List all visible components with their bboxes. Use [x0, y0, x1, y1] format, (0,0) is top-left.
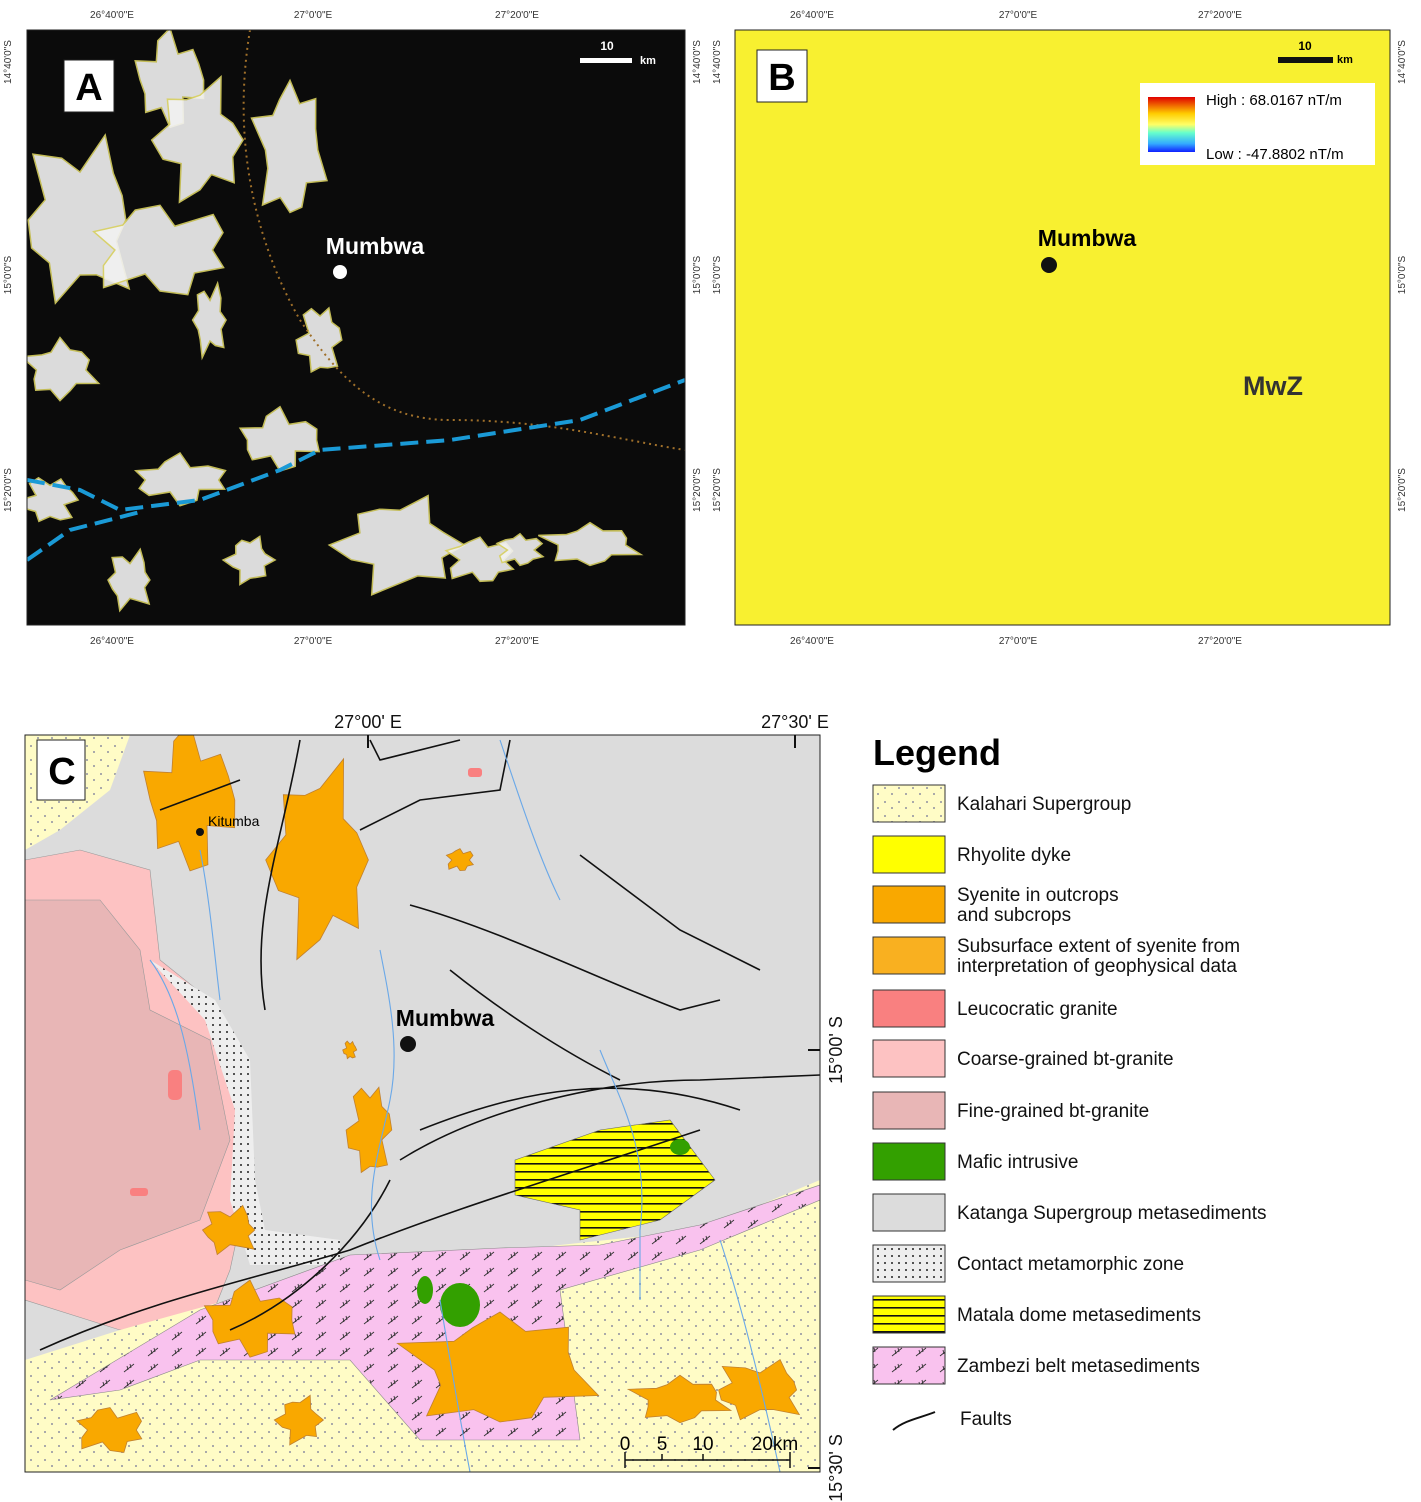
- legend-swatch: [873, 937, 945, 974]
- leucocratic-granite: [468, 768, 482, 777]
- legend-label: Leucocratic granite: [957, 999, 1118, 1020]
- panel-label: C: [48, 751, 75, 793]
- town: [1041, 257, 1057, 273]
- legend-label: Fine-grained bt-granite: [957, 1101, 1149, 1122]
- legend-swatch: [873, 1245, 945, 1282]
- y-tick-label: 15°20'0"S: [3, 468, 14, 512]
- legend-swatch: [873, 1143, 945, 1180]
- scale-bar: [580, 58, 632, 63]
- scale-unit: km: [1337, 54, 1353, 66]
- legend-swatch: [873, 1040, 945, 1077]
- x-tick-label: 27°30' E: [761, 712, 829, 732]
- ramp-high: High : 68.0167 nT/m: [1206, 92, 1342, 109]
- town: [400, 1036, 416, 1052]
- x-tick-label: 26°40'0"E: [90, 636, 134, 647]
- legend-label: Katanga Supergroup metasediments: [957, 1203, 1266, 1224]
- place-label: Mumbwa: [396, 1005, 495, 1031]
- place-label: Mumbwa: [326, 233, 425, 259]
- zone-label: MwZ: [1243, 371, 1303, 401]
- x-tick-label: 27°00' E: [334, 712, 402, 732]
- legend-title: Legend: [873, 732, 1001, 773]
- town: [196, 828, 204, 836]
- mafic-intrusive: [670, 1139, 690, 1155]
- legend-swatch: [873, 1296, 945, 1333]
- x-tick-label: 27°0'0"E: [294, 10, 333, 21]
- leucocratic-granite: [168, 1070, 182, 1100]
- legend-label: Contact metamorphic zone: [957, 1254, 1184, 1275]
- legend-swatch: [873, 785, 945, 822]
- legend-swatch: [873, 1092, 945, 1129]
- legend-label: Mafic intrusive: [957, 1152, 1078, 1173]
- figure: 26°40'0"E 26°40'0"E 27°0'0"E 27°0'0"E 27°20'…: [0, 0, 1421, 1502]
- legend-label: Subsurface extent of syenite from: [957, 936, 1240, 957]
- legend-label: Zambezi belt metasediments: [957, 1356, 1200, 1377]
- legend-label: Kalahari Supergroup: [957, 794, 1131, 815]
- x-tick-label: 27°20'0"E: [1198, 636, 1242, 647]
- x-tick-label: 27°20'0"E: [1198, 10, 1242, 21]
- y-tick-label: 15°20'0"S: [692, 468, 703, 512]
- y-tick-label: 15°00' S: [826, 1016, 846, 1084]
- panel-label: B: [768, 57, 795, 99]
- legend-label: Matala dome metasediments: [957, 1305, 1201, 1326]
- y-tick-label: 15°0'0"S: [3, 255, 14, 294]
- y-tick-label: 14°40'0"S: [712, 40, 723, 84]
- x-tick-label: 27°20'0"E: [495, 10, 539, 21]
- y-tick-label: 14°40'0"S: [3, 40, 14, 84]
- place-label: Kitumba: [208, 813, 260, 829]
- color-ramp: [1148, 97, 1195, 152]
- legend-fault-symbol: [893, 1412, 935, 1430]
- scale-label: 0: [620, 1434, 631, 1455]
- scale-label: 5: [657, 1434, 668, 1455]
- legend-swatch: [873, 990, 945, 1027]
- x-tick-label: 27°0'0"E: [999, 10, 1038, 21]
- x-tick-label: 27°0'0"E: [294, 636, 333, 647]
- x-tick-label: 27°0'0"E: [999, 636, 1038, 647]
- scale-bar: [1278, 57, 1333, 63]
- x-tick-label: 27°20'0"E: [495, 636, 539, 647]
- x-tick-label: 26°40'0"E: [90, 10, 134, 21]
- y-tick-label: 15°0'0"S: [692, 255, 703, 294]
- legend-label: Syenite in outcrops: [957, 885, 1119, 906]
- legend-swatch: [873, 836, 945, 873]
- legend-label: and subcrops: [957, 905, 1071, 926]
- y-tick-label: 15°20'0"S: [712, 468, 723, 512]
- legend-label: Coarse-grained bt-granite: [957, 1049, 1174, 1070]
- legend-label: interpretation of geophysical data: [957, 956, 1237, 977]
- legend-swatch: [873, 1347, 945, 1384]
- town: [333, 265, 347, 279]
- place-label: Mumbwa: [1038, 225, 1137, 251]
- x-tick-label: 26°40'0"E: [790, 10, 834, 21]
- mafic-intrusive: [440, 1283, 480, 1327]
- ramp-low: Low : -47.8802 nT/m: [1206, 146, 1344, 163]
- scale-value: 10: [600, 39, 614, 53]
- y-tick-label: 14°40'0"S: [1397, 40, 1408, 84]
- panel-label: A: [75, 67, 102, 109]
- y-tick-label: 15°30' S: [826, 1434, 846, 1502]
- scale-label: 20km: [752, 1434, 798, 1455]
- scale-value: 10: [1298, 39, 1312, 53]
- leucocratic-granite: [130, 1188, 148, 1196]
- scale-unit: km: [640, 55, 656, 67]
- scale-label: 10: [692, 1434, 713, 1455]
- legend-label: Faults: [960, 1409, 1012, 1430]
- y-tick-label: 15°20'0"S: [1397, 468, 1408, 512]
- legend-swatch: [873, 886, 945, 923]
- mafic-intrusive: [417, 1276, 433, 1304]
- y-tick-label: 15°0'0"S: [1397, 255, 1408, 294]
- x-tick-label: 26°40'0"E: [790, 636, 834, 647]
- legend-label: Rhyolite dyke: [957, 845, 1071, 866]
- y-tick-label: 14°40'0"S: [692, 40, 703, 84]
- y-tick-label: 15°0'0"S: [712, 255, 723, 294]
- legend-swatch: [873, 1194, 945, 1231]
